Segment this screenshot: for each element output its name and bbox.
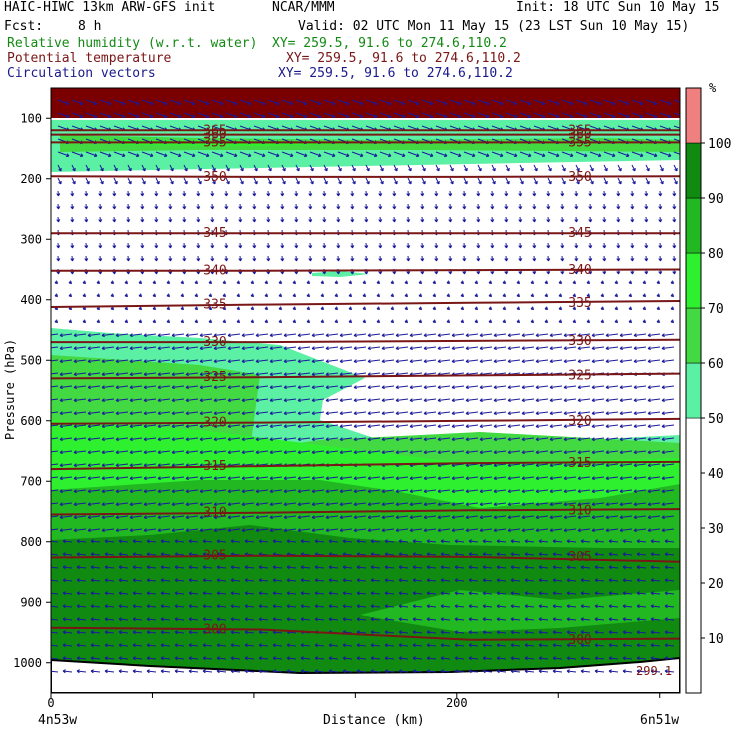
- left-endpoint-label: 4n53w: [38, 713, 77, 728]
- theta-contour-label: 345: [568, 226, 591, 241]
- colorbar-tick-label: 70: [708, 302, 724, 317]
- colorbar-tick-label: 10: [708, 632, 724, 647]
- corner-theta-label: 299.1: [636, 664, 672, 678]
- stratosphere-band: [51, 88, 680, 118]
- theta-contour-label: 345: [203, 226, 226, 241]
- colorbar-tick-label: 20: [708, 577, 724, 592]
- forecast-label: Fcst:: [4, 19, 44, 34]
- theta-contour-line: [51, 268, 680, 272]
- theta-contour-line: [51, 338, 680, 344]
- rh-colorbar: 10 20 30 40 50 60 70 80 90 100: [685, 87, 731, 694]
- y-tick-label: 600: [20, 414, 42, 428]
- colorbar-tick-label: 40: [708, 467, 724, 482]
- colorbar-tick-label: 50: [708, 412, 724, 427]
- field-theta-label: Potential temperature: [7, 51, 172, 66]
- theta-contour-label: 310: [203, 506, 226, 521]
- colorbar-bin: [685, 362, 702, 419]
- theta-contour-label: 305: [203, 549, 226, 564]
- theta-contour-label: 325: [203, 370, 226, 385]
- theta-contour-line: [51, 460, 680, 471]
- ground-terrain: [51, 656, 680, 693]
- y-tick-label: 300: [20, 232, 42, 246]
- valid-time: Valid: 02 UTC Mon 11 May 15 (23 LST Sun …: [298, 19, 690, 34]
- x-axis: 0 200: [47, 693, 661, 710]
- x-tick-label: 0: [47, 696, 54, 710]
- field-theta-xy: XY= 259.5, 91.6 to 274.6,110.2: [286, 51, 521, 66]
- y-tick-label: 900: [20, 595, 42, 609]
- theta-contour-label: 315: [568, 456, 591, 471]
- theta-contour-label: 360: [203, 128, 226, 143]
- theta-contour-line: [51, 554, 680, 563]
- rh-blob-50: [312, 271, 370, 277]
- colorbar-bin: [685, 307, 702, 364]
- forecast-hours: 8 h: [78, 19, 102, 34]
- theta-contour-line: [51, 508, 680, 516]
- y-tick-label: 800: [20, 535, 42, 549]
- rh-region-low-90: [51, 525, 680, 693]
- model-center: NCAR/MMM: [272, 0, 335, 15]
- colorbar-bin: [685, 252, 702, 309]
- theta-contour-label: 300: [203, 622, 226, 637]
- colorbar-bin: [685, 417, 702, 694]
- theta-contour-line: [51, 626, 680, 641]
- field-rh-xy: XY= 259.5, 91.6 to 274.6,110.2: [272, 36, 507, 51]
- theta-contour-label: 335: [203, 298, 226, 313]
- theta-contour-label: 350: [568, 170, 591, 185]
- chart-title: HAIC-HIWC 13km ARW-GFS init: [4, 0, 216, 15]
- colorbar-bin: [685, 197, 702, 254]
- colorbar-bin: [685, 87, 702, 144]
- right-endpoint-label: 6n51w: [640, 713, 679, 728]
- x-axis-label: Distance (km): [323, 713, 425, 728]
- field-vector-xy: XY= 259.5, 91.6 to 274.6,110.2: [278, 66, 513, 81]
- y-tick-label: 200: [20, 172, 42, 186]
- theta-contour-line: [51, 372, 680, 380]
- colorbar-unit: %: [709, 81, 717, 95]
- y-tick-label: 700: [20, 474, 42, 488]
- theta-contour-label: 320: [568, 414, 591, 429]
- init-time: Init: 18 UTC Sun 10 May 15: [516, 0, 720, 15]
- theta-contour-label: 340: [203, 264, 226, 279]
- theta-contour-label: 330: [203, 335, 226, 350]
- theta-contour-label: 355: [203, 135, 226, 150]
- colorbar-tick-label: 100: [708, 137, 731, 152]
- plot-frame: [50, 87, 681, 694]
- colorbar-bin: [685, 142, 702, 199]
- colorbar-frame: [685, 87, 702, 694]
- rh-region-low-moist-bump: [360, 590, 680, 632]
- y-tick-label: 400: [20, 293, 42, 307]
- theta-contour-label: 330: [568, 334, 591, 349]
- colorbar-tick-label: 90: [708, 192, 724, 207]
- theta-contour-label: 310: [568, 503, 591, 518]
- field-rh-label: Relative humidity (w.r.t. water): [7, 36, 258, 51]
- rh-region-upper-60: [60, 135, 680, 152]
- colorbar-tick-label: 80: [708, 247, 724, 262]
- theta-contour-label: 350: [203, 170, 226, 185]
- y-tick-label: 1000: [13, 656, 42, 670]
- field-vector-label: Circulation vectors: [7, 66, 156, 81]
- y-tick-label: 100: [20, 111, 42, 125]
- colorbar-tick-label: 30: [708, 522, 724, 537]
- x-tick-label: 200: [446, 696, 468, 710]
- theta-contour-label: 305: [568, 550, 591, 565]
- colorbar-tick-label: 60: [708, 357, 724, 372]
- y-axis: 100 200 300 400 500 600 700 800 900 1000: [13, 111, 51, 670]
- theta-contour-label: 320: [203, 416, 226, 431]
- theta-contour-label: 335: [568, 296, 591, 311]
- theta-contour-label: 355: [568, 135, 591, 150]
- theta-contour-label: 325: [568, 368, 591, 383]
- y-tick-label: 500: [20, 353, 42, 367]
- theta-contour-label: 315: [203, 459, 226, 474]
- y-axis-label: Pressure (hPa): [3, 339, 17, 440]
- theta-contour-line: [51, 417, 680, 425]
- theta-contour-label: 360: [568, 128, 591, 143]
- theta-contour-line: [51, 300, 680, 308]
- theta-contour-label: 340: [568, 263, 591, 278]
- theta-contour-label: 300: [568, 633, 591, 648]
- theta-contour-line: [51, 175, 680, 178]
